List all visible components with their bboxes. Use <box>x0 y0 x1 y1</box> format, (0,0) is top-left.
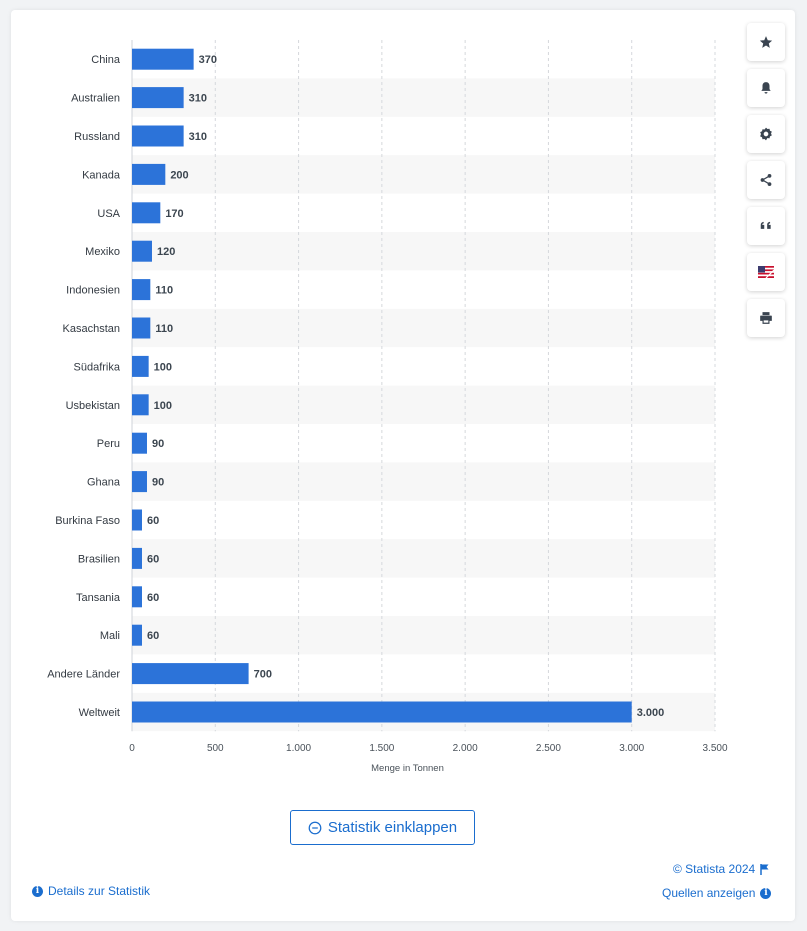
bar <box>132 394 149 416</box>
language-button[interactable] <box>747 253 785 291</box>
data-label: 110 <box>155 285 173 297</box>
category-label: Ghana <box>87 477 121 489</box>
data-label: 60 <box>147 553 159 565</box>
row-stripe <box>132 616 715 655</box>
x-axis-label: Menge in Tonnen <box>371 763 444 774</box>
bar <box>132 624 142 646</box>
data-label: 3.000 <box>637 707 665 719</box>
data-label: 100 <box>154 361 172 373</box>
bar <box>132 202 161 224</box>
bar <box>132 547 142 569</box>
x-tick-label: 2.500 <box>536 743 561 754</box>
data-label: 170 <box>165 208 183 220</box>
row-stripe <box>132 308 715 348</box>
bar <box>132 317 151 339</box>
category-label: Südafrika <box>74 361 121 373</box>
data-label: 90 <box>152 477 164 489</box>
category-label: Indonesien <box>66 285 120 297</box>
row-stripe <box>132 155 715 194</box>
star-icon <box>759 36 773 48</box>
print-icon <box>760 312 772 324</box>
bar <box>132 663 249 685</box>
row-stripe <box>132 539 715 578</box>
copyright-label: © Statista 2024 <box>673 862 756 876</box>
category-label: Andere Länder <box>47 669 120 681</box>
bar <box>132 355 149 377</box>
print-button[interactable] <box>747 299 785 337</box>
info-icon: i <box>32 885 43 897</box>
data-label: 100 <box>154 400 172 412</box>
x-tick-label: 3.500 <box>702 743 727 754</box>
data-label: 110 <box>155 323 173 335</box>
category-label: Russland <box>74 131 120 143</box>
info-icon: i <box>760 887 772 899</box>
data-label: 60 <box>147 630 159 642</box>
bar <box>132 87 184 109</box>
data-label: 90 <box>152 438 164 450</box>
x-tick-label: 1.500 <box>369 743 394 754</box>
category-label: Usbekistan <box>66 400 120 412</box>
bar-chart: China 370 Australien 310 Russland 310 Kanada 20… <box>47 40 728 774</box>
statista-copyright-link[interactable]: © Statista 2024 <box>673 862 770 876</box>
share-button[interactable] <box>747 161 785 199</box>
notification-button[interactable] <box>747 69 785 107</box>
category-label: China <box>91 54 121 66</box>
data-label: 310 <box>189 131 207 143</box>
data-label: 120 <box>157 246 175 258</box>
x-tick-label: 500 <box>207 743 224 754</box>
bar <box>132 240 152 262</box>
settings-button[interactable] <box>747 115 785 153</box>
row-stripe <box>132 462 715 501</box>
x-tick-label: 1.000 <box>286 743 311 754</box>
x-tick-label: 2.000 <box>453 743 478 754</box>
bar <box>132 701 632 723</box>
category-label: Mexiko <box>85 246 120 258</box>
data-label: 60 <box>147 515 159 527</box>
gear-icon <box>760 127 772 141</box>
data-label: 60 <box>147 592 159 604</box>
data-label: 310 <box>189 93 207 105</box>
x-tick-label: 3.000 <box>619 743 644 754</box>
bar <box>132 48 194 70</box>
category-label: Kanada <box>82 169 121 181</box>
cite-button[interactable] <box>747 207 785 245</box>
collapse-statistic-label: Statistik einklappen <box>327 819 458 836</box>
sources-link[interactable]: Quellen anzeigen i <box>662 886 772 900</box>
details-label: Details zur Statistik <box>48 884 151 898</box>
data-label: 370 <box>199 54 217 66</box>
category-label: Kasachstan <box>63 323 120 335</box>
category-label: Burkina Faso <box>55 515 120 527</box>
bar <box>132 279 151 301</box>
bar <box>132 509 142 531</box>
x-tick-label: 0 <box>129 743 135 754</box>
row-stripe <box>132 78 715 117</box>
category-label: Weltweit <box>79 707 120 719</box>
row-stripe <box>132 385 715 424</box>
bar <box>132 163 166 185</box>
row-stripe <box>132 232 715 271</box>
bar <box>132 471 147 493</box>
category-label: USA <box>97 208 120 220</box>
data-label: 200 <box>170 169 188 181</box>
flag-report-icon <box>760 863 769 875</box>
quote-icon <box>760 221 771 229</box>
flag-icon <box>758 266 774 278</box>
bar <box>132 586 142 608</box>
bell-icon <box>761 82 771 94</box>
category-label: Brasilien <box>78 553 120 565</box>
bar <box>132 125 184 147</box>
collapse-statistic-button[interactable]: Statistik einklappen <box>290 810 475 845</box>
category-label: Australien <box>71 93 120 105</box>
category-label: Mali <box>100 630 120 642</box>
details-link[interactable]: i Details zur Statistik <box>32 884 150 898</box>
minus-circle-icon <box>308 821 322 834</box>
favorite-button[interactable] <box>747 23 785 61</box>
category-label: Peru <box>97 438 120 450</box>
category-label: Tansania <box>76 592 121 604</box>
share-icon <box>760 174 772 186</box>
data-label: 700 <box>254 669 272 681</box>
sources-label: Quellen anzeigen <box>662 886 756 900</box>
bar <box>132 432 147 454</box>
